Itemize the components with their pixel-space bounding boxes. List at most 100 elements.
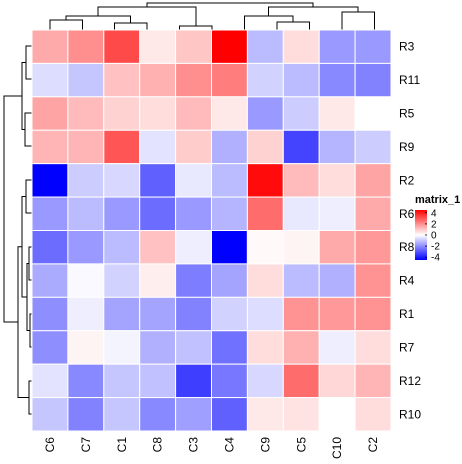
heatmap-cell-r4-c9: [246, 263, 284, 298]
heatmap-cell-r5-c10: [318, 96, 356, 131]
legend-title: matrix_1: [415, 194, 460, 206]
heatmap-cell-r5-c4: [211, 96, 248, 131]
heatmap-cell-r8-c2: [354, 230, 392, 265]
heatmap-cell-r9-c3: [175, 129, 213, 165]
heatmap-cell-r5-c6: [31, 96, 69, 131]
heatmap-cell-r5-c7: [67, 96, 105, 131]
heatmap-cell-r1-c2: [354, 296, 392, 332]
heatmap-cell-r9-c7: [67, 129, 105, 165]
heatmap-cell-r4-c1: [103, 263, 141, 298]
row-label-r12: R12: [399, 374, 421, 388]
column-label-c5: C5: [294, 437, 308, 453]
heatmap-cell-r7-c1: [103, 330, 141, 365]
row-label-r2: R2: [399, 173, 415, 187]
heatmap-cell-r9-c10: [318, 129, 356, 165]
heatmap-cell-r8-c8: [139, 230, 177, 265]
row-label-r6: R6: [399, 207, 415, 221]
heatmap-cell-r1-c5: [282, 296, 320, 332]
heatmap-cell-r3-c5: [282, 29, 320, 64]
heatmap-cell-r2-c9: [246, 163, 284, 198]
heatmap-cell-r3-c3: [175, 29, 213, 64]
column-dendrogram: [49, 2, 375, 30]
row-label-r10: R10: [399, 407, 421, 421]
heatmap-cell-r11-c7: [67, 62, 105, 98]
heatmap-cell-r9-c6: [31, 129, 69, 165]
heatmap-cell-r6-c7: [67, 196, 105, 231]
heatmap-cell-r8-c1: [103, 230, 141, 265]
heatmap-cell-r4-c6: [31, 263, 69, 298]
legend-colorbar: [415, 210, 427, 260]
heatmap-cell-r4-c8: [139, 263, 177, 298]
heatmap-cell-r2-c1: [103, 163, 141, 198]
heatmap-cell-r7-c10: [318, 330, 356, 365]
heatmap-cell-r12-c3: [175, 363, 213, 399]
heatmap-cell-r9-c4: [211, 129, 248, 165]
heatmap-cell-r11-c2: [354, 62, 392, 98]
heatmap-cell-r2-c2: [354, 163, 392, 198]
heatmap-cell-r2-c5: [282, 163, 320, 198]
heatmap-cell-r5-c5: [282, 96, 320, 131]
heatmap-cell-r1-c8: [139, 296, 177, 332]
heatmap-cell-r9-c5: [282, 129, 320, 165]
heatmap-cell-r12-c10: [318, 363, 356, 399]
column-label-c10: C10: [330, 437, 344, 459]
legend-tick-label: 2: [431, 219, 437, 230]
column-label-c2: C2: [366, 437, 380, 453]
heatmap-cell-r7-c8: [139, 330, 177, 365]
heatmap-cell-r10-c8: [139, 397, 177, 432]
heatmap-cell-r7-c7: [67, 330, 105, 365]
heatmap-cell-r4-c5: [282, 263, 320, 298]
legend-tick-label: -2: [431, 242, 440, 253]
heatmap-cell-r2-c7: [67, 163, 105, 198]
heatmap-cell-r7-c9: [246, 330, 284, 365]
heatmap-cell-r6-c1: [103, 196, 141, 231]
heatmap-cell-r11-c10: [318, 62, 356, 98]
heatmap-cell-r8-c7: [67, 230, 105, 265]
heatmap-cell-r10-c4: [211, 397, 248, 432]
heatmap-cell-r7-c2: [354, 330, 392, 365]
heatmap-cell-r9-c2: [354, 129, 392, 165]
column-label-c4: C4: [222, 437, 236, 453]
heatmap-cell-r10-c3: [175, 397, 213, 432]
column-label-c1: C1: [115, 437, 129, 453]
heatmap-cell-r12-c9: [246, 363, 284, 399]
heatmap-cell-r6-c5: [282, 196, 320, 231]
heatmap-cell-r8-c10: [318, 230, 356, 265]
heatmap-cell-r3-c1: [103, 29, 141, 64]
heatmap-cell-r4-c7: [67, 263, 105, 298]
heatmap-cell-r3-c7: [67, 29, 105, 64]
heatmap-cell-r1-c4: [211, 296, 248, 332]
column-label-c7: C7: [79, 437, 93, 453]
legend-tick-label: -4: [431, 253, 440, 264]
heatmap-cell-r9-c9: [246, 129, 284, 165]
heatmap-cell-r11-c9: [246, 62, 284, 98]
heatmap-cell-r7-c5: [282, 330, 320, 365]
column-label-c9: C9: [258, 437, 272, 453]
heatmap-cell-r3-c8: [139, 29, 177, 64]
heatmap-cell-r2-c8: [139, 163, 177, 198]
heatmap-cell-r11-c4: [211, 62, 248, 98]
legend-tick-label: 4: [431, 208, 437, 219]
row-label-r8: R8: [399, 240, 415, 254]
heatmap-cell-r3-c9: [246, 29, 284, 64]
heatmap-cell-r5-c9: [246, 96, 284, 131]
row-label-r4: R4: [399, 274, 415, 288]
heatmap-cell-r3-c4: [211, 29, 248, 64]
heatmap-cell-r11-c6: [31, 62, 69, 98]
heatmap-cell-r6-c8: [139, 196, 177, 231]
heatmap-cell-r12-c5: [282, 363, 320, 399]
heatmap-cell-r1-c9: [246, 296, 284, 332]
heatmap-cell-r11-c5: [282, 62, 320, 98]
heatmap-cell-r8-c4: [211, 230, 248, 265]
heatmap-cell-r12-c1: [103, 363, 141, 399]
row-label-r1: R1: [399, 307, 415, 321]
heatmap-cell-r7-c3: [175, 330, 213, 365]
heatmap-cell-r6-c6: [31, 196, 69, 231]
heatmap-cell-r1-c7: [67, 296, 105, 332]
heatmap-cell-r8-c9: [246, 230, 284, 265]
row-label-r9: R9: [399, 140, 415, 154]
heatmap-cell-r8-c3: [175, 230, 213, 265]
heatmap-cell-r4-c10: [318, 263, 356, 298]
heatmap-cell-r10-c5: [282, 397, 320, 432]
